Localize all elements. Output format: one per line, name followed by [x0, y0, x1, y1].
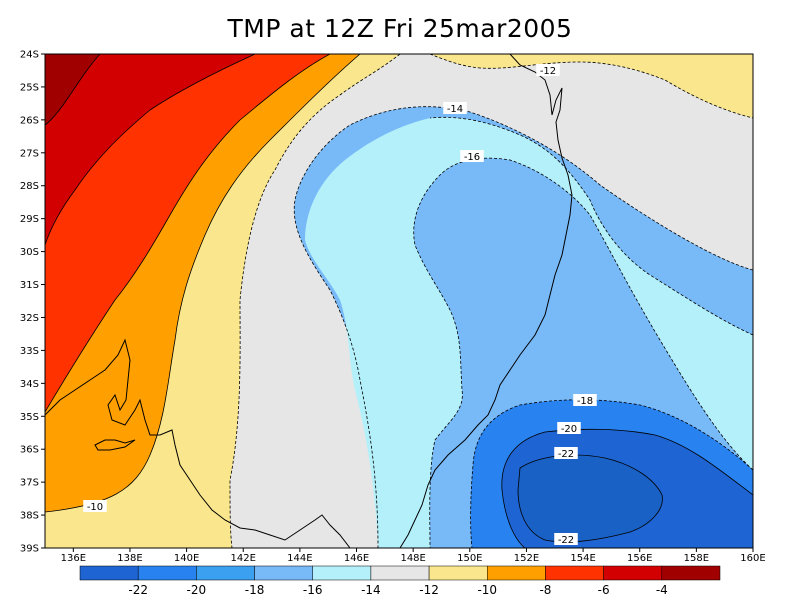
colorbar-swatch	[312, 565, 372, 581]
contour-label: -20	[561, 424, 577, 435]
contour-line-6	[45, 54, 331, 413]
contour-line-18	[470, 399, 753, 548]
colorbar-label: -6	[598, 583, 610, 597]
colorbar-swatch	[370, 565, 430, 581]
lat-tick-label: 28S	[20, 181, 39, 192]
contour-label-bg	[536, 64, 560, 76]
contour-line-16	[429, 116, 753, 336]
lat-tick-label: 31S	[20, 280, 39, 291]
colorbar-label: -10	[477, 583, 497, 597]
map-frame	[44, 53, 754, 549]
coastline-south	[45, 338, 351, 548]
colorbar-label: -8	[539, 583, 551, 597]
fill-redorange	[45, 54, 330, 412]
lon-tick-label: 142E	[231, 553, 256, 564]
contour-label-bg	[557, 422, 581, 434]
colorbar-swatch	[487, 565, 546, 581]
contour-line-12	[429, 54, 753, 119]
colorbar-swatch	[661, 565, 721, 581]
colorbar-swatch	[545, 565, 604, 581]
contour-lines	[45, 54, 753, 548]
contour-line-20	[501, 428, 753, 548]
longitude-axis: 136E 138E 140E 142E 144E 146E 148E 150E 152E 154E…	[61, 548, 766, 564]
colorbar-label: -16	[303, 583, 323, 597]
coastline-east	[399, 54, 573, 548]
coastline	[45, 54, 573, 548]
colorbar-swatch	[428, 565, 488, 581]
contour-label: -22	[558, 535, 574, 546]
fill-darkred	[45, 54, 100, 125]
contour-label-bg	[554, 447, 578, 459]
lat-tick-label: 30S	[20, 247, 39, 258]
colorbar-swatch	[254, 565, 313, 581]
contour-label: -10	[87, 502, 103, 513]
contour-line-2	[45, 54, 101, 126]
contour-label-bg	[554, 533, 578, 545]
lon-tick-label: 138E	[117, 553, 142, 564]
lat-tick-label: 36S	[20, 445, 39, 456]
latitude-axis: 24S 25S 26S 27S 28S 29S 30S 31S 32S 33S 34S 35S 36S 3…	[20, 50, 45, 555]
lat-tick-label: 33S	[20, 346, 39, 357]
colorbar-swatch	[137, 565, 197, 581]
lon-tick-label: 152E	[514, 553, 539, 564]
map-title: TMP at 12Z Fri 25mar2005	[227, 14, 573, 43]
contour-label-bg	[573, 394, 597, 406]
contour-label: -12	[540, 66, 556, 77]
lat-tick-label: 34S	[20, 379, 39, 390]
lon-tick-label: 140E	[174, 553, 199, 564]
lat-tick-label: 37S	[20, 478, 39, 489]
contour-label-bg	[83, 500, 107, 512]
lat-tick-label: 26S	[20, 115, 39, 126]
contour-label: -22	[558, 449, 574, 460]
lat-tick-label: 27S	[20, 148, 39, 159]
lon-tick-label: 154E	[570, 553, 595, 564]
lat-tick-label: 35S	[20, 412, 39, 423]
lat-tick-label: 24S	[20, 50, 39, 61]
contour-line-12b	[229, 54, 401, 548]
contour-fills	[45, 54, 753, 548]
colorbar: -22 -20 -18 -16 -14 -12 -10 -8 -6 -4	[79, 565, 721, 597]
lat-tick-label: 39S	[20, 544, 39, 555]
lon-tick-label: 160E	[740, 553, 765, 564]
colorbar-swatch	[603, 565, 663, 581]
contour-line-8	[45, 54, 361, 513]
colorbar-label: -14	[361, 583, 381, 597]
colorbar-label: -20	[187, 583, 207, 597]
lon-tick-label: 150E	[457, 553, 482, 564]
colorbar-swatch	[196, 565, 255, 581]
colorbar-swatch	[79, 565, 139, 581]
contour-label: -16	[464, 152, 480, 163]
colorbar-label: -22	[128, 583, 148, 597]
contour-line-22	[517, 454, 663, 543]
contour-label: -18	[577, 396, 593, 407]
lon-tick-label: 158E	[684, 553, 709, 564]
coastline-gulf	[94, 439, 136, 451]
contour-label-bg	[443, 102, 467, 114]
lon-tick-label: 144E	[287, 553, 312, 564]
lon-tick-label: 146E	[344, 553, 369, 564]
lat-tick-label: 29S	[20, 214, 39, 225]
lon-tick-label: 148E	[400, 553, 425, 564]
lat-tick-label: 25S	[20, 82, 39, 93]
contour-label: -14	[447, 104, 463, 115]
lat-tick-label: 32S	[20, 313, 39, 324]
fill-yellow-ne	[430, 54, 753, 118]
contour-label-bg	[460, 150, 484, 162]
colorbar-label: -12	[419, 583, 439, 597]
contour-line-16b	[413, 157, 753, 548]
colorbar-label: -4	[656, 583, 668, 597]
colorbar-label: -18	[245, 583, 265, 597]
contour-line-14	[293, 106, 753, 548]
fill-darkblue-core	[518, 455, 663, 543]
lon-tick-label: 156E	[627, 553, 652, 564]
contour-line-4	[45, 54, 256, 246]
contour-labels: -12 -14 -16 -18 -20 -22 -22 -10	[83, 64, 597, 546]
lon-tick-label: 136E	[61, 553, 86, 564]
fill-red	[45, 54, 255, 245]
lat-tick-label: 38S	[20, 511, 39, 522]
